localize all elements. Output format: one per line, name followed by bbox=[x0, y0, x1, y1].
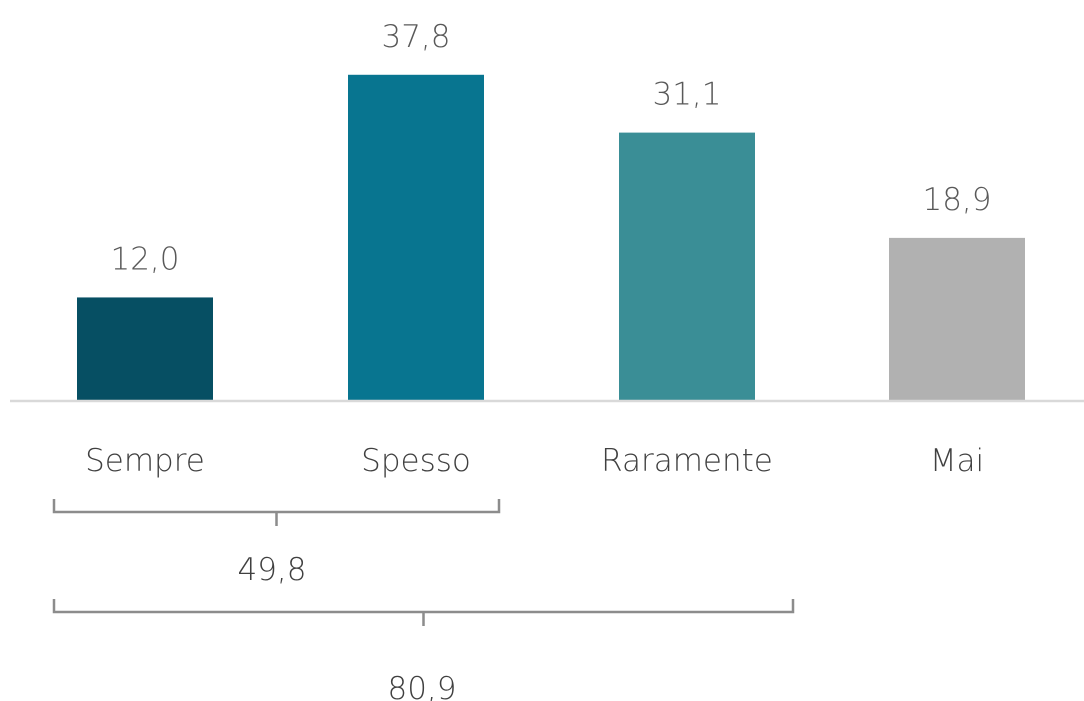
value-labels-group: 12,0 37,8 31,1 18,9 bbox=[110, 19, 991, 278]
bar-spesso bbox=[348, 74, 484, 401]
value-label-spesso: 37,8 bbox=[381, 19, 450, 55]
bars-group bbox=[77, 74, 1025, 401]
value-label-mai: 18,9 bbox=[922, 182, 991, 218]
category-label-raramente: Raramente bbox=[601, 443, 773, 479]
bar-sempre bbox=[77, 297, 213, 401]
bracket-2 bbox=[52, 599, 795, 626]
category-label-spesso: Spesso bbox=[361, 443, 471, 479]
bracket-label-1: 49,8 bbox=[237, 552, 306, 588]
category-label-mai: Mai bbox=[930, 443, 984, 479]
category-label-sempre: Sempre bbox=[85, 443, 205, 479]
brackets-group: 49,8 80,9 bbox=[52, 499, 795, 701]
bar-mai bbox=[889, 237, 1025, 401]
bracket-1 bbox=[52, 499, 501, 526]
category-labels-group: Sempre Spesso Raramente Mai bbox=[85, 443, 984, 479]
value-label-raramente: 31,1 bbox=[652, 77, 721, 113]
value-label-sempre: 12,0 bbox=[110, 241, 179, 277]
bar-raramente bbox=[619, 132, 755, 401]
bracket-label-2: 80,9 bbox=[387, 671, 456, 701]
